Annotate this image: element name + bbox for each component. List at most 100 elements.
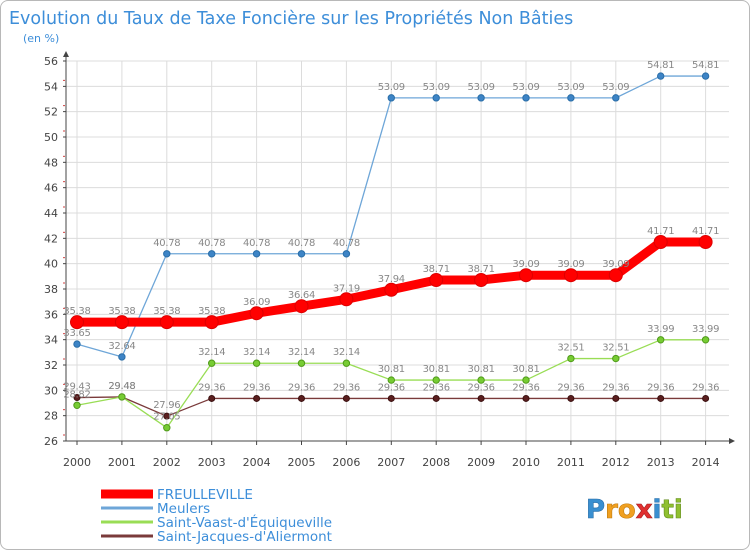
x-tick-label: 2006 <box>332 456 360 469</box>
x-tick-label: 2003 <box>198 456 226 469</box>
x-tick-label: 2014 <box>692 456 720 469</box>
data-label: 53.09 <box>468 82 495 93</box>
data-point <box>342 394 350 402</box>
logo-text: Proxiti <box>586 495 683 525</box>
data-label: 29.36 <box>512 382 539 393</box>
chart-subtitle: (en %) <box>23 32 59 45</box>
data-label: 30.81 <box>468 364 495 375</box>
data-point <box>698 235 713 250</box>
data-point <box>477 94 485 102</box>
data-label: 32.51 <box>557 343 584 354</box>
data-point <box>73 394 81 402</box>
data-point <box>522 376 530 384</box>
data-point <box>701 72 710 80</box>
data-label: 40.78 <box>243 238 270 249</box>
data-label: 29.36 <box>288 382 315 393</box>
data-point <box>163 424 171 432</box>
data-label: 27.96 <box>153 400 180 411</box>
legend: FREULLEVILLEMeulersSaint-Vaast-d'Équique… <box>101 487 332 545</box>
data-point <box>159 315 174 330</box>
data-label: 35.38 <box>108 306 135 317</box>
x-tick-label: 2001 <box>108 456 136 469</box>
x-tick-label: 2011 <box>557 456 585 469</box>
data-point <box>249 306 264 321</box>
data-point <box>567 354 575 363</box>
y-tick-label: 54 <box>44 80 58 93</box>
data-label: 37.94 <box>378 274 405 285</box>
data-point <box>70 315 84 330</box>
data-label: 40.78 <box>288 238 315 249</box>
data-label: 30.81 <box>423 364 450 375</box>
data-label: 29.43 <box>63 382 90 393</box>
data-point <box>657 394 665 402</box>
data-label: 29.36 <box>602 382 629 393</box>
legend-label-4: Saint-Jacques-d'Aliermont <box>157 529 332 545</box>
data-point <box>384 282 399 297</box>
data-point <box>342 359 351 367</box>
data-label: 54.81 <box>647 60 674 71</box>
y-tick-labels: 26 28 30 32 34 36 38 40 42 44 46 48 50 52 54 56 <box>44 55 58 448</box>
data-point <box>567 394 575 402</box>
data-label: 37.19 <box>333 283 360 294</box>
data-label: 36.64 <box>288 290 315 301</box>
y-tick-label: 32 <box>44 359 58 372</box>
data-point <box>702 394 710 402</box>
data-point <box>118 393 126 401</box>
data-label: 38.71 <box>468 264 495 275</box>
data-label: 29.36 <box>243 382 270 393</box>
data-point <box>612 94 620 102</box>
data-label: 32.51 <box>602 343 629 354</box>
data-label: 29.48 <box>108 381 135 392</box>
data-label: 39.09 <box>557 259 584 270</box>
data-label: 29.36 <box>692 382 719 393</box>
data-label: 29.36 <box>423 382 450 393</box>
x-axis-arrow <box>729 438 735 444</box>
data-point <box>252 359 261 367</box>
x-tick-label: 2005 <box>288 456 316 469</box>
data-point <box>477 376 485 384</box>
y-tick-label: 36 <box>44 308 58 321</box>
data-point <box>653 235 668 250</box>
data-point <box>563 268 578 283</box>
y-tick-label: 40 <box>44 258 58 271</box>
data-point <box>519 268 533 283</box>
data-label: 36.09 <box>243 297 270 308</box>
data-label: 29.36 <box>468 382 495 393</box>
data-label: 38.71 <box>423 264 450 275</box>
data-point <box>339 292 354 307</box>
data-label: 32.14 <box>333 347 360 358</box>
data-point <box>297 250 306 258</box>
data-label: 40.78 <box>333 238 360 249</box>
data-label: 40.78 <box>198 238 225 249</box>
data-point <box>114 315 129 330</box>
data-point <box>208 250 216 258</box>
data-label: 35.38 <box>198 306 225 317</box>
legend-label-2: Meulers <box>157 501 210 517</box>
data-point <box>208 359 216 367</box>
data-point <box>608 268 623 283</box>
x-tick-label: 2012 <box>602 456 630 469</box>
data-point <box>163 412 171 420</box>
axes <box>63 51 735 445</box>
x-tick-label: 2004 <box>243 456 271 469</box>
data-label: 40.78 <box>153 238 180 249</box>
data-label: 53.09 <box>512 82 539 93</box>
data-point <box>252 250 261 258</box>
grid <box>66 60 729 442</box>
y-tick-label: 42 <box>44 232 58 245</box>
data-label: 33.99 <box>692 324 719 335</box>
series <box>70 72 713 432</box>
data-point <box>432 376 440 384</box>
data-point <box>612 394 620 402</box>
data-label: 39.09 <box>512 259 539 270</box>
data-label: 32.14 <box>288 347 315 358</box>
data-label: 32.14 <box>198 347 225 358</box>
data-label: 39.09 <box>602 259 629 270</box>
y-tick-label: 50 <box>44 131 58 144</box>
x-tick-label: 2010 <box>512 456 540 469</box>
data-label: 29.48 <box>108 381 135 392</box>
data-label: 27.05 <box>153 412 180 423</box>
data-point <box>387 394 395 402</box>
y-tick-label: 46 <box>44 182 58 195</box>
